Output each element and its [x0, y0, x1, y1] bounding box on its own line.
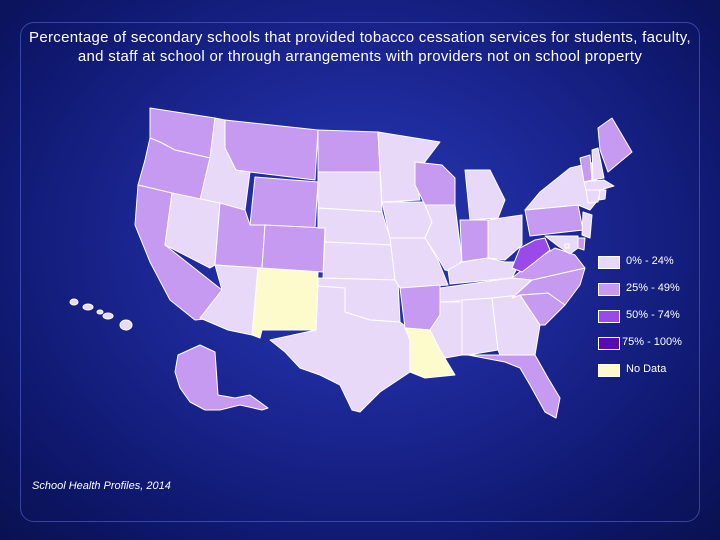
state-wisconsin	[414, 161, 456, 206]
legend-swatch	[598, 364, 620, 377]
state-vermont	[579, 154, 593, 183]
state-north-dakota	[317, 129, 381, 173]
state-texas	[269, 285, 411, 413]
state-west-virginia	[511, 237, 551, 273]
state-ohio	[487, 214, 523, 261]
legend-label: 75% - 100%	[622, 336, 682, 348]
state-delaware	[577, 237, 586, 251]
legend-label: 0% - 24%	[626, 255, 674, 267]
state-florida	[467, 354, 561, 419]
map-legend: 0% - 24% 25% - 49% 50% - 74% 75% - 100% …	[598, 254, 698, 389]
legend-label: No Data	[626, 363, 667, 375]
state-nevada	[164, 192, 221, 269]
state-michigan	[464, 169, 506, 221]
legend-swatch	[598, 256, 620, 269]
legend-item-25-49: 25% - 49%	[598, 281, 698, 308]
state-nebraska	[317, 207, 393, 246]
state-dc	[564, 243, 570, 249]
legend-swatch	[598, 337, 620, 350]
state-maryland	[544, 235, 579, 255]
state-colorado	[261, 224, 326, 273]
state-wyoming	[249, 176, 319, 229]
legend-label: 25% - 49%	[626, 282, 680, 294]
state-indiana	[459, 219, 489, 263]
slide-frame	[20, 22, 700, 522]
state-south-dakota	[317, 171, 383, 213]
state-kansas	[322, 241, 396, 281]
legend-item-50-74: 50% - 74%	[598, 308, 698, 335]
state-massachusetts	[583, 179, 615, 191]
legend-item-no-data: No Data	[598, 362, 698, 389]
legend-swatch	[598, 283, 620, 296]
state-new-york	[524, 161, 599, 211]
legend-label: 50% - 74%	[626, 309, 680, 321]
state-new-jersey	[581, 211, 593, 239]
state-kentucky	[447, 257, 521, 285]
state-new-hampshire	[591, 147, 605, 181]
state-hawaii	[69, 298, 133, 331]
state-maine	[597, 117, 633, 173]
legend-swatch	[598, 310, 620, 323]
state-rhode-island	[598, 189, 607, 201]
source-citation: School Health Profiles, 2014	[32, 480, 171, 492]
state-new-mexico	[251, 267, 319, 339]
legend-item-0-24: 0% - 24%	[598, 254, 698, 281]
state-alabama	[461, 297, 499, 356]
state-connecticut	[585, 189, 601, 204]
state-iowa	[381, 201, 433, 239]
map-title: Percentage of secondary schools that pro…	[29, 29, 691, 65]
legend-item-75-100: 75% - 100%	[598, 335, 698, 362]
state-alaska	[174, 344, 269, 411]
state-illinois	[424, 204, 463, 273]
